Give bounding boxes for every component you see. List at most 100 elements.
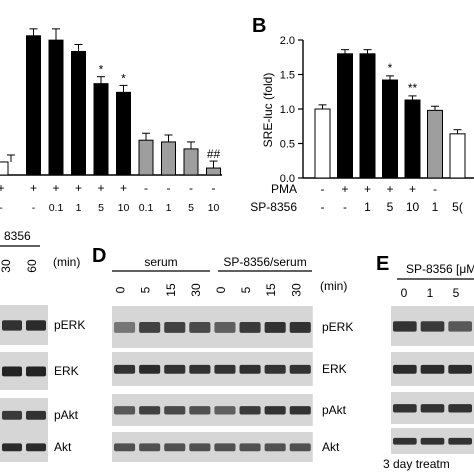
panel-b-y-tick-label: 1.0 [280,104,295,116]
panel-a-row2-label: - [32,202,36,214]
panel-d-blot-label: pERK [322,320,353,334]
panel-a-row2-label: 0.1 [139,202,154,214]
panel-a-row2-label: 5 [188,202,194,214]
panel-a-bar [183,148,199,176]
panel-c-time-0: 30 [0,259,13,273]
panel-e-footer: 3 day treatm [383,457,450,471]
panel-b-row1-label: + [386,182,393,196]
panel-a-bar [93,83,109,176]
panel-c-blot-band [2,320,22,331]
panel-e-blot-band [448,364,472,374]
panel-d-blot-band [139,443,161,452]
panel-c-blot-label: pAkt [54,408,79,422]
panel-a-row1-label: + [52,181,59,195]
panel-d-time-label: 30 [289,283,303,297]
panel-e-blot-band [393,364,417,374]
panel-d-blot-label: Akt [322,440,340,454]
panel-e-blot-band [420,321,445,332]
panel-d-time-label: 0 [114,286,128,293]
panel-d-blot-band [114,321,136,333]
panel-a-row1-label: + [97,181,104,195]
panel-d-blot-band [139,321,161,333]
panel-b-row2-label: - [343,200,347,214]
panel-d-blot-band [214,443,236,452]
panel-e-blot-band [420,404,445,413]
panel-d-time-label: 15 [164,283,178,297]
panel-a-row2-label: 1 [76,202,82,214]
panel-d-blot-band [189,321,211,333]
panel-a-bar [0,161,9,176]
panel-a-row1-label: - [144,181,148,195]
panel-e-blot-band [448,437,472,445]
panel-d-blot-band [239,406,261,415]
panel-d-blot-band [289,364,311,374]
panel-d-time-label: 15 [264,283,278,297]
panel-d-blot-band [289,406,311,415]
panel-a-row1-label: + [75,181,82,195]
panel-a-row2-label: 5 [98,202,104,214]
panel-b-bar [359,53,376,179]
panel-c-blot-label: pERK [54,318,85,332]
panel-d-blot-band [164,364,186,374]
panel-c-unit: (min) [53,255,80,269]
panel-a-bar [206,167,221,176]
panel-a-significance-label: * [99,63,104,77]
panel-d-blot-band [239,364,261,374]
panel-b-row2-label: 5 [387,200,394,214]
panel-a: * * ## + + + + + + - - - - - - 0.1 1 5 10 0.1 1 5 10 [0,28,222,214]
panel-d-blot-band [214,406,236,415]
panel-d-blot-band [139,364,161,374]
panel-b-bar [427,109,443,179]
panel-d-time-label: 30 [189,283,203,297]
panel-c-blot-band [2,366,22,377]
panel-d-blot-band [289,443,311,452]
panel-a-bar [71,50,86,176]
panel-b-row1-label: - [321,182,325,196]
panel-d-blot-band [214,321,236,333]
panel-d-blot-band [189,406,211,415]
panel-a-row1-label: - [167,181,171,195]
panel-b-y-tick-label: 0.0 [280,173,295,185]
panel-d-unit: (min) [320,279,347,293]
panel-c-blot-band [26,366,46,377]
panel-c-blot-band [26,320,46,331]
panel-b-y-tick-label: 1.5 [280,70,295,82]
panel-a-row2-label: 1 [166,202,172,214]
panel-d-blot-band [189,443,211,452]
panel-d-blot-band [114,443,136,452]
panel-d-blot-band [264,364,286,374]
panel-b-row1-label: + [341,182,348,196]
panel-b-bar [404,99,421,179]
panel-d-group2-label: SP-8356/serum [223,255,306,269]
panel-a-significance-label: * [121,71,126,85]
panel-a-bar [48,39,64,176]
panel-d-blot-band [164,321,186,333]
panel-b-row2-label: 10 [406,200,420,214]
panel-a-bar [161,141,176,176]
panel-c: 8356 30 60 (min) pERK ERK pAkt Akt [0,229,85,462]
panel-a-row2-label: 10 [208,202,220,214]
panel-a-row1-label: + [30,181,37,195]
panel-d-time-label: 5 [139,286,153,293]
panel-b: B SRE-luc (fold) 0.00.51.01.52.0 *** PMA… [250,15,474,214]
panel-b-significance-label: ** [408,81,418,95]
panel-b-row1-label: + [409,182,416,196]
panel-d-blot-band [239,443,261,452]
panel-e-blot-band [448,321,472,332]
panel-d-blot-label: pAkt [322,403,347,417]
panel-d-letter: D [92,245,106,267]
panel-e-blot-band [420,364,445,374]
panel-b-y-tick-label: 0.5 [280,139,295,151]
panel-a-row1-label: + [0,181,5,195]
panel-e-dose-1: 1 [427,286,434,300]
panel-e-blot-band [393,404,417,413]
panel-b-y-tick-label: 2.0 [280,35,295,47]
panel-d-blot-band [164,443,186,452]
panel-b-y-axis-label: SRE-luc (fold) [261,73,275,148]
panel-a-bar [26,35,41,176]
panel-e: E SP-8356 [μM 0 1 5 3 day treatm [376,253,474,471]
panel-a-bar [116,91,131,176]
panel-c-title: 8356 [4,229,31,243]
panel-e-blot-band [420,437,445,445]
